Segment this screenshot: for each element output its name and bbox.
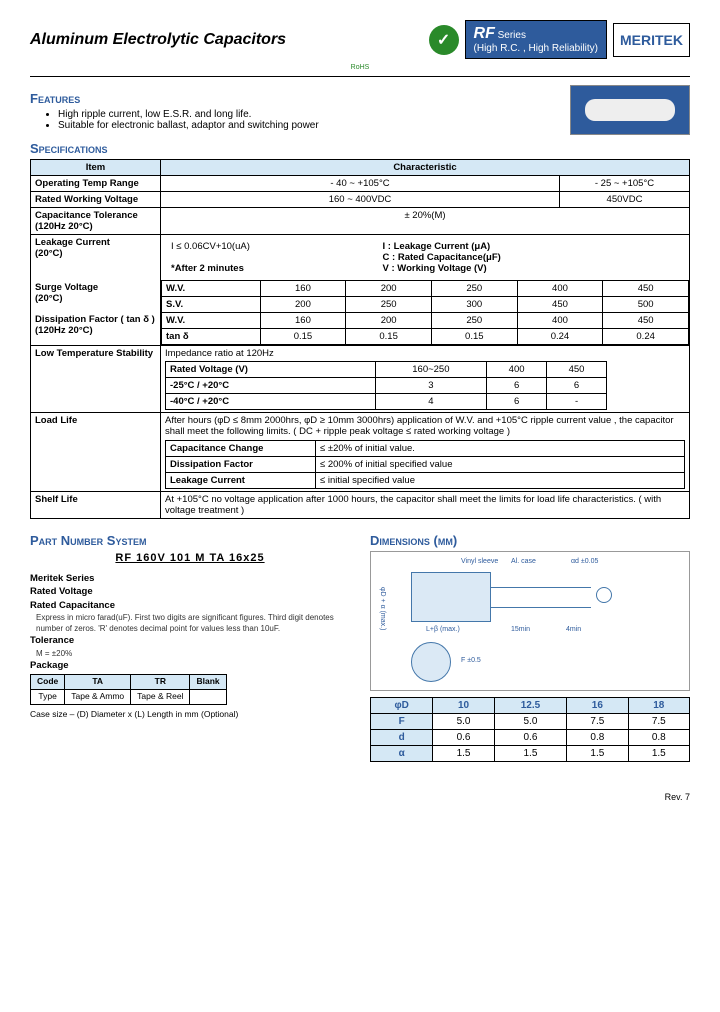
dims-heading: Dimensions (mm) <box>370 533 690 548</box>
revision-footer: Rev. 7 <box>30 792 690 802</box>
divider <box>30 76 690 77</box>
features-heading: Features <box>30 91 558 106</box>
spec-th-item: Item <box>31 160 161 176</box>
feature-item: Suitable for electronic ballast, adaptor… <box>58 120 558 131</box>
series-badge: RF Series (High R.C. , High Reliability) <box>465 20 607 59</box>
partnum-heading: Part Number System <box>30 533 350 548</box>
brand-logo: MERITEK <box>613 23 690 57</box>
page-title: Aluminum Electrolytic Capacitors <box>30 31 423 49</box>
dimensions-table: φD1012.51618 F5.05.07.57.5 d0.60.60.80.8… <box>370 697 690 762</box>
part-number-section: Part Number System RF 160V 101 M TA 16x2… <box>30 527 350 762</box>
feature-item: High ripple current, low E.S.R. and long… <box>58 109 558 120</box>
product-image <box>570 85 690 135</box>
features-section: Features High ripple current, low E.S.R.… <box>30 85 558 135</box>
dimensions-section: Dimensions (mm) Vinyl sleeve Al. case αd… <box>370 527 690 762</box>
rohs-icon: ✓ <box>429 25 459 55</box>
partnum-code: RF 160V 101 M TA 16x25 <box>30 552 350 564</box>
header: Aluminum Electrolytic Capacitors ✓ RF Se… <box>30 20 690 59</box>
spec-th-char: Characteristic <box>161 160 690 176</box>
spec-heading: Specifications <box>30 141 690 156</box>
rohs-label: RoHS <box>351 64 370 71</box>
package-table: CodeTATRBlank TypeTape & AmmoTape & Reel <box>30 674 227 705</box>
dimensions-drawing: Vinyl sleeve Al. case αd ±0.05 L+β (max.… <box>370 551 690 691</box>
spec-table: ItemCharacteristic Operating Temp Range-… <box>30 159 690 519</box>
